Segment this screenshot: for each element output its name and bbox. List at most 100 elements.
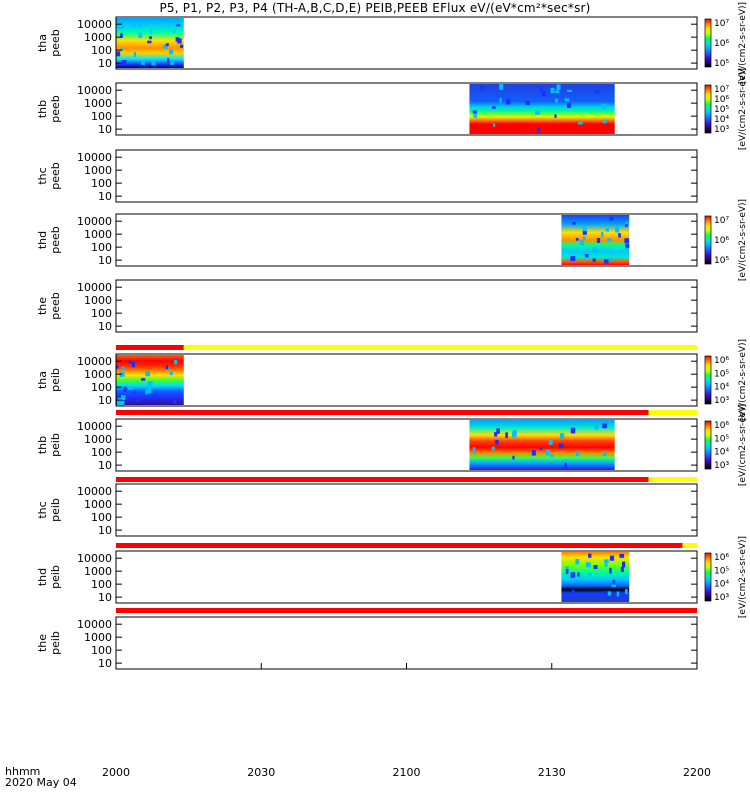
status-bar [116,477,697,482]
y-tick-label: 10000 [77,18,112,31]
colorbar-thb-peib [704,420,712,470]
noise-cell [603,591,608,596]
colorbar-unit-label: [eV/(cm2-s-sr-eV)] [738,2,748,84]
noise-cell [121,24,124,29]
spectrogram-noise [116,18,184,66]
noise-cell [554,90,560,94]
noise-cell [580,240,584,246]
status-segment [116,543,683,548]
noise-cell [625,224,628,227]
spectrogram-noise [472,423,607,469]
panel-frame-thb-peib [115,418,698,472]
y-tick-label: 1000 [84,97,112,110]
panel-frame-tha-peib [115,353,698,407]
noise-cell [596,238,601,243]
panel-frame-thc-peeb [115,149,698,203]
y-tick-label: 1000 [84,31,112,44]
noise-cell [601,231,604,238]
noise-cell [174,360,178,365]
noise-cell [615,226,620,233]
noise-cell [570,427,576,434]
noise-cell [149,36,152,40]
noise-cell [534,460,538,464]
noise-cell [138,32,143,38]
noise-cell [609,216,614,221]
noise-cell [120,48,124,51]
y-tick-label: 1000 [84,164,112,177]
noise-cell [604,559,609,563]
y-tick-label: 1000 [84,631,112,644]
y-tick-label: 100 [91,446,112,459]
y-tick-label: 10 [98,524,112,537]
y-tick-label: 10 [98,657,112,670]
noise-cell [550,454,554,458]
y-tick-label: 100 [91,177,112,190]
noise-cell [145,371,150,377]
y-axis-label-instrument: peeb [49,226,62,254]
noise-cell [133,51,136,57]
noise-cell [618,233,621,238]
noise-cell [472,447,476,454]
noise-cell [137,23,142,28]
noise-cell [169,49,174,55]
status-bar [116,410,697,415]
x-tick-label: 2000 [102,766,130,779]
x-tick-label: 2030 [247,766,275,779]
noise-cell [622,594,626,598]
noise-cell [540,86,543,92]
y-axis-label-probe: thb [36,436,49,454]
noise-cell [572,221,576,225]
noise-cell [570,256,576,262]
colorbar-tick-label: 10⁵ [714,105,729,115]
colorbar-tick-label: 10⁷ [714,216,729,226]
noise-cell [169,371,173,376]
noise-cell [499,84,504,90]
colorbar-tick-label: 10⁴ [714,115,729,125]
noise-cell [585,254,589,258]
colorbar-tick-label: 10³ [714,461,729,471]
spectrogram-tha-peib [116,355,184,405]
noise-cell [493,123,496,127]
noise-cell [588,573,592,577]
y-axis-label-probe: thd [36,231,49,249]
noise-cell [512,455,515,460]
y-axis-label-instrument: peib [49,368,62,392]
noise-cell [177,38,182,44]
noise-cell [605,228,610,232]
noise-cell [578,121,583,125]
colorbar-tha-peeb [704,18,712,68]
noise-cell [117,398,122,402]
noise-cell [588,553,592,558]
status-segment [116,477,649,482]
noise-cell [473,113,478,118]
noise-cell [566,102,571,108]
noise-cell [546,449,550,456]
y-tick-label: 10000 [77,420,112,433]
noise-cell [554,114,557,118]
noise-cell [506,98,511,105]
y-tick-label: 10000 [77,355,112,368]
y-axis-label-instrument: peib [49,498,62,522]
noise-cell [616,591,620,597]
panel-frame-the-peib [115,616,698,670]
colorbar-unit-label: [eV/(cm2-s-sr-eV)] [738,68,748,150]
y-tick-label: 10 [98,254,112,267]
colorbar-tick-label: 10⁶ [714,356,729,366]
noise-cell [525,101,530,105]
colorbar-tick-label: 10⁵ [714,59,729,69]
colorbar-tick-label: 10⁴ [714,448,729,458]
y-axis-label-probe: the [36,297,49,315]
noise-cell [580,224,586,228]
noise-cell [541,90,546,97]
noise-cell [173,399,177,404]
x-tick-label: 2200 [683,766,711,779]
noise-cell [582,236,586,240]
y-tick-label: 100 [91,578,112,591]
noise-cell [619,553,625,558]
noise-cell [499,98,502,103]
spectrogram-thb-peib [469,420,615,470]
noise-cell [120,33,123,38]
y-tick-label: 100 [91,511,112,524]
y-axis-label-probe: thc [36,501,49,518]
noise-cell [165,365,169,370]
